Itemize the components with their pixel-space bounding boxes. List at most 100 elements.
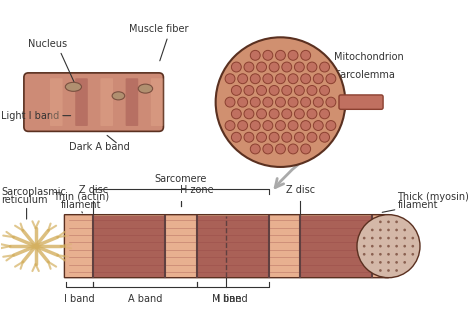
Circle shape — [250, 97, 260, 107]
Circle shape — [379, 245, 382, 247]
Text: Myofibril: Myofibril — [335, 102, 376, 112]
Circle shape — [307, 62, 317, 72]
FancyBboxPatch shape — [339, 95, 383, 109]
Circle shape — [231, 109, 241, 119]
Circle shape — [363, 237, 365, 239]
Circle shape — [256, 132, 266, 142]
Circle shape — [225, 74, 235, 84]
Circle shape — [231, 62, 241, 72]
Circle shape — [288, 74, 298, 84]
Circle shape — [225, 97, 235, 107]
Circle shape — [387, 269, 390, 272]
Circle shape — [256, 86, 266, 95]
Circle shape — [244, 109, 254, 119]
Circle shape — [294, 62, 304, 72]
Circle shape — [288, 121, 298, 131]
Circle shape — [225, 121, 235, 131]
Circle shape — [282, 86, 292, 95]
Circle shape — [275, 144, 285, 154]
Bar — [197, 215, 269, 277]
Circle shape — [282, 62, 292, 72]
Circle shape — [379, 269, 382, 272]
FancyBboxPatch shape — [126, 78, 138, 126]
Circle shape — [288, 97, 298, 107]
Circle shape — [411, 245, 414, 247]
Circle shape — [237, 97, 247, 107]
Circle shape — [371, 245, 374, 247]
Circle shape — [379, 253, 382, 256]
Bar — [93, 215, 165, 277]
Circle shape — [256, 109, 266, 119]
Circle shape — [269, 86, 279, 95]
Circle shape — [326, 121, 336, 131]
Circle shape — [379, 237, 382, 239]
FancyBboxPatch shape — [75, 78, 88, 126]
FancyBboxPatch shape — [151, 78, 164, 126]
Circle shape — [294, 109, 304, 119]
Text: Sarcomere: Sarcomere — [155, 174, 207, 184]
Circle shape — [244, 62, 254, 72]
Circle shape — [275, 121, 285, 131]
Text: Z disc: Z disc — [286, 185, 315, 195]
Circle shape — [387, 229, 390, 231]
Bar — [300, 215, 372, 277]
Text: Nucleus: Nucleus — [28, 39, 67, 49]
Text: Mitochondrion: Mitochondrion — [335, 52, 404, 62]
Circle shape — [319, 132, 329, 142]
Bar — [372, 215, 399, 277]
Circle shape — [263, 74, 273, 84]
Ellipse shape — [112, 92, 125, 100]
Circle shape — [250, 144, 260, 154]
Text: Light I band: Light I band — [1, 111, 60, 121]
Circle shape — [371, 253, 374, 256]
Text: filament: filament — [60, 200, 101, 210]
Circle shape — [294, 86, 304, 95]
Circle shape — [379, 229, 382, 231]
Circle shape — [244, 132, 254, 142]
Circle shape — [307, 109, 317, 119]
Text: Muscle fiber: Muscle fiber — [129, 24, 189, 34]
Circle shape — [319, 86, 329, 95]
Circle shape — [301, 74, 310, 84]
FancyBboxPatch shape — [50, 78, 63, 126]
Circle shape — [282, 109, 292, 119]
Circle shape — [411, 237, 414, 239]
Text: Thin (actin): Thin (actin) — [53, 192, 109, 202]
Circle shape — [395, 220, 398, 223]
Ellipse shape — [138, 84, 153, 93]
Circle shape — [395, 229, 398, 231]
Circle shape — [275, 74, 285, 84]
Circle shape — [326, 97, 336, 107]
Circle shape — [403, 229, 406, 231]
Circle shape — [307, 86, 317, 95]
Circle shape — [313, 97, 323, 107]
Text: H zone: H zone — [180, 185, 214, 195]
Circle shape — [313, 74, 323, 84]
Circle shape — [379, 220, 382, 223]
Circle shape — [275, 50, 285, 60]
Circle shape — [294, 132, 304, 142]
Text: Dark A band: Dark A band — [69, 142, 130, 152]
Circle shape — [371, 237, 374, 239]
Text: filament: filament — [398, 200, 438, 210]
Circle shape — [326, 74, 336, 84]
Circle shape — [263, 97, 273, 107]
Text: Thick (myosin): Thick (myosin) — [398, 192, 469, 202]
Text: Z disc: Z disc — [79, 185, 108, 195]
Circle shape — [307, 132, 317, 142]
Bar — [269, 215, 300, 277]
Circle shape — [387, 245, 390, 247]
Circle shape — [301, 144, 310, 154]
FancyBboxPatch shape — [100, 78, 113, 126]
FancyBboxPatch shape — [24, 73, 164, 132]
Circle shape — [237, 74, 247, 84]
Circle shape — [282, 132, 292, 142]
Circle shape — [403, 245, 406, 247]
FancyBboxPatch shape — [64, 215, 389, 278]
Circle shape — [256, 62, 266, 72]
Bar — [66, 215, 93, 277]
Text: reticulum: reticulum — [1, 195, 48, 205]
Circle shape — [387, 261, 390, 264]
Circle shape — [387, 253, 390, 256]
Circle shape — [371, 229, 374, 231]
